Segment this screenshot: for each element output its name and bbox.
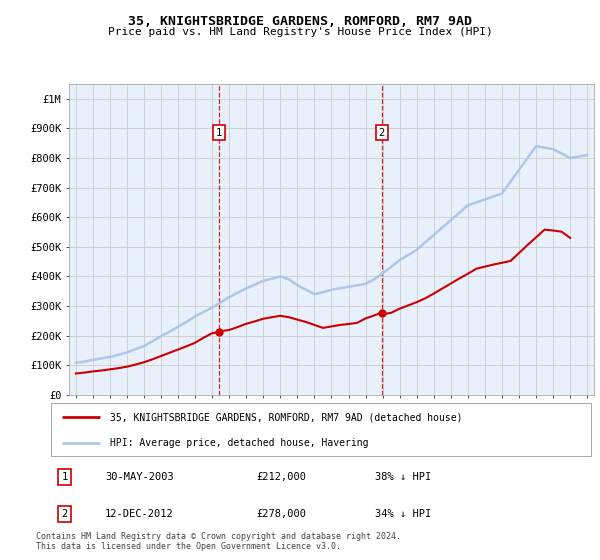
Text: £212,000: £212,000 [256, 472, 306, 482]
Text: 30-MAY-2003: 30-MAY-2003 [105, 472, 174, 482]
Text: 35, KNIGHTSBRIDGE GARDENS, ROMFORD, RM7 9AD (detached house): 35, KNIGHTSBRIDGE GARDENS, ROMFORD, RM7 … [110, 412, 463, 422]
Text: 38% ↓ HPI: 38% ↓ HPI [375, 472, 431, 482]
Text: 2: 2 [61, 510, 68, 520]
Text: HPI: Average price, detached house, Havering: HPI: Average price, detached house, Have… [110, 438, 369, 448]
Text: 35, KNIGHTSBRIDGE GARDENS, ROMFORD, RM7 9AD: 35, KNIGHTSBRIDGE GARDENS, ROMFORD, RM7 … [128, 15, 472, 27]
Text: £278,000: £278,000 [256, 510, 306, 520]
Text: 2: 2 [379, 128, 385, 138]
Text: 12-DEC-2012: 12-DEC-2012 [105, 510, 174, 520]
Text: 1: 1 [216, 128, 222, 138]
Text: 1: 1 [61, 472, 68, 482]
Text: Price paid vs. HM Land Registry's House Price Index (HPI): Price paid vs. HM Land Registry's House … [107, 27, 493, 37]
Text: Contains HM Land Registry data © Crown copyright and database right 2024.
This d: Contains HM Land Registry data © Crown c… [36, 532, 401, 552]
Text: 34% ↓ HPI: 34% ↓ HPI [375, 510, 431, 520]
